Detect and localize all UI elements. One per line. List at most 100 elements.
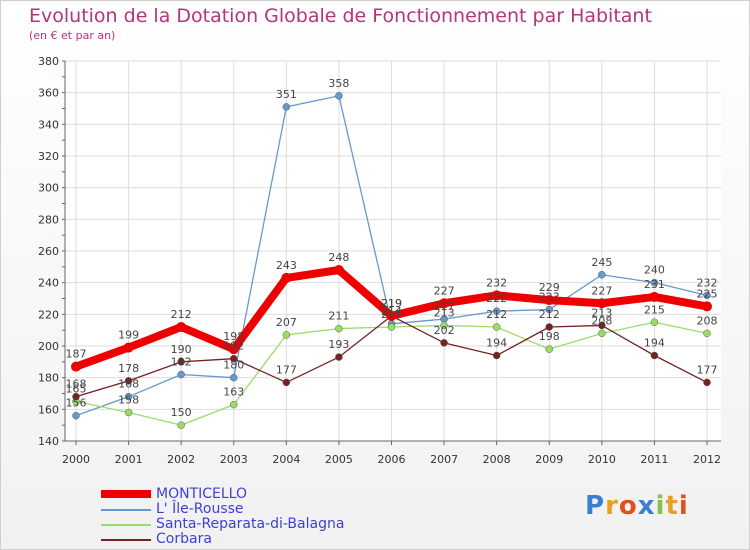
legend-label-monticello: MONTICELLO — [156, 486, 247, 502]
y-tick-label: 260 — [38, 245, 59, 258]
data-point — [387, 323, 396, 331]
x-tick-label: 2011 — [640, 453, 668, 466]
data-point — [282, 331, 291, 339]
data-label: 156 — [66, 397, 87, 410]
data-label: 219 — [381, 297, 402, 310]
data-label: 351 — [276, 88, 297, 101]
y-tick-label: 220 — [38, 308, 59, 321]
data-label: 182 — [171, 356, 192, 369]
x-tick-label: 2004 — [272, 453, 300, 466]
legend-label-santa-reparata: Santa-Reparata-di-Balagna — [156, 516, 345, 532]
logo-letter: o — [618, 491, 638, 521]
data-point — [703, 291, 711, 300]
data-label: 212 — [486, 308, 507, 321]
data-point — [596, 298, 607, 309]
x-tick-label: 2000 — [62, 453, 90, 466]
data-label: 208 — [591, 314, 612, 327]
logo-letter: x — [637, 491, 656, 521]
grid-lines — [65, 60, 721, 442]
x-tick-label: 2002 — [167, 453, 195, 466]
data-point — [545, 345, 553, 353]
data-label: 212 — [171, 308, 192, 321]
x-tick-label: 2005 — [325, 453, 353, 466]
legend-label-corbara: Corbara — [156, 531, 212, 547]
legend-swatch-santa-reparata — [101, 524, 151, 526]
x-tick-label: 2007 — [430, 453, 458, 466]
data-label: 219 — [381, 297, 402, 310]
y-tick-label: 140 — [38, 435, 59, 448]
data-label: 202 — [434, 324, 455, 337]
data-point — [545, 323, 553, 331]
data-label: 212 — [381, 308, 402, 321]
data-label: 193 — [328, 338, 349, 351]
logo-letter: i — [678, 491, 689, 521]
data-point — [282, 103, 291, 111]
data-labels: 156 168 182 180 351 358 214 217 222 223 245 240 232 1… — [66, 77, 718, 419]
data-label: 178 — [118, 362, 139, 375]
data-label: 245 — [591, 256, 612, 269]
data-label: 227 — [434, 284, 455, 297]
data-label: 212 — [539, 308, 560, 321]
data-label: 243 — [276, 259, 297, 272]
data-point — [230, 354, 238, 363]
x-tick-label: 2008 — [483, 453, 511, 466]
data-label: 194 — [486, 337, 507, 350]
data-point — [492, 351, 501, 360]
data-label: 177 — [697, 363, 718, 376]
data-label: 198 — [223, 330, 244, 343]
data-label: 217 — [434, 300, 455, 313]
y-tick-label: 240 — [38, 277, 59, 290]
data-point — [492, 307, 501, 315]
data-point — [335, 353, 343, 361]
legend-label-ile-rousse: L' Île-Rousse — [156, 501, 244, 517]
y-tick-label: 160 — [38, 403, 59, 416]
x-tick-label: 2001 — [115, 453, 143, 466]
data-label: 223 — [539, 291, 560, 304]
data-label: 213 — [591, 306, 612, 319]
y-tick-label: 200 — [38, 340, 59, 353]
data-point — [649, 291, 660, 302]
data-point — [544, 295, 555, 306]
data-point — [72, 392, 80, 401]
data-point — [71, 361, 81, 372]
legend-swatch-ile-rousse — [101, 509, 151, 511]
series-lines — [71, 92, 712, 429]
data-label: 158 — [118, 394, 139, 407]
data-label: 168 — [66, 378, 87, 391]
data-label: 190 — [171, 343, 192, 356]
data-label: 213 — [434, 306, 455, 319]
data-point — [72, 411, 80, 420]
data-label: 194 — [644, 337, 665, 350]
data-label: 232 — [486, 276, 507, 289]
logo-letter: r — [605, 491, 619, 521]
x-tick-label: 2006 — [378, 453, 406, 466]
chart-title: Evolution de la Dotation Globale de Fonc… — [29, 5, 652, 27]
data-point — [650, 318, 659, 326]
data-point — [439, 298, 450, 309]
data-label: 227 — [591, 284, 612, 297]
data-label: 232 — [697, 276, 718, 289]
data-point — [230, 400, 238, 409]
y-tick-label: 360 — [38, 87, 59, 100]
data-label: 177 — [276, 363, 297, 376]
data-label: 248 — [328, 251, 349, 264]
data-point — [386, 310, 397, 321]
data-label: 165 — [66, 382, 87, 395]
logo-letter: t — [665, 491, 679, 521]
data-point — [123, 342, 134, 353]
legend-swatch-corbara — [101, 539, 151, 541]
data-label: 240 — [644, 264, 665, 277]
data-point — [491, 290, 502, 301]
data-point — [124, 408, 133, 417]
data-label: 222 — [486, 292, 507, 305]
data-point — [702, 301, 712, 312]
proxiti-logo: Proxiti — [585, 491, 689, 521]
x-tick-label: 2009 — [535, 453, 563, 466]
x-tick-label: 2003 — [220, 453, 248, 466]
y-tick-label: 280 — [38, 213, 59, 226]
data-point — [228, 344, 239, 355]
data-label: 207 — [276, 316, 297, 329]
data-point — [124, 392, 133, 401]
data-label: 214 — [381, 305, 402, 318]
